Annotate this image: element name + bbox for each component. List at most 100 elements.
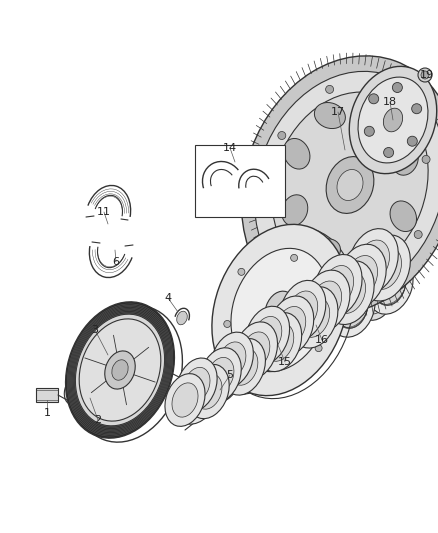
Ellipse shape — [233, 322, 278, 379]
Ellipse shape — [299, 297, 330, 337]
Ellipse shape — [291, 287, 338, 348]
Text: 1: 1 — [43, 408, 50, 418]
Circle shape — [291, 254, 298, 261]
Ellipse shape — [212, 224, 348, 395]
Ellipse shape — [367, 256, 413, 314]
Ellipse shape — [326, 157, 374, 213]
Ellipse shape — [357, 272, 395, 320]
Text: 3: 3 — [92, 325, 99, 335]
Ellipse shape — [232, 344, 264, 385]
Ellipse shape — [172, 366, 218, 424]
Ellipse shape — [195, 374, 222, 409]
Ellipse shape — [279, 280, 326, 341]
Ellipse shape — [277, 307, 323, 365]
Circle shape — [307, 266, 314, 274]
Ellipse shape — [230, 349, 258, 385]
Ellipse shape — [66, 302, 174, 438]
Ellipse shape — [357, 240, 389, 282]
Circle shape — [414, 230, 422, 238]
Circle shape — [315, 345, 322, 352]
Ellipse shape — [276, 306, 306, 345]
Ellipse shape — [75, 314, 165, 426]
Ellipse shape — [211, 332, 253, 388]
FancyBboxPatch shape — [36, 388, 58, 402]
Ellipse shape — [203, 354, 241, 402]
Ellipse shape — [288, 291, 318, 330]
Text: 18: 18 — [383, 97, 397, 107]
Ellipse shape — [360, 279, 389, 314]
Circle shape — [384, 148, 394, 157]
Ellipse shape — [222, 338, 265, 395]
Circle shape — [270, 207, 278, 215]
Ellipse shape — [179, 375, 211, 415]
Ellipse shape — [312, 304, 341, 340]
Ellipse shape — [173, 397, 191, 419]
Text: 4: 4 — [164, 293, 172, 303]
Text: 2: 2 — [95, 415, 102, 425]
Ellipse shape — [374, 264, 406, 305]
Ellipse shape — [184, 367, 210, 402]
Text: 6: 6 — [113, 257, 120, 267]
Circle shape — [421, 71, 429, 79]
Ellipse shape — [172, 383, 198, 417]
Ellipse shape — [105, 351, 135, 389]
Ellipse shape — [253, 317, 282, 354]
Ellipse shape — [70, 382, 81, 398]
Ellipse shape — [311, 281, 342, 321]
Text: 14: 14 — [223, 143, 237, 153]
Ellipse shape — [336, 288, 368, 328]
Ellipse shape — [337, 169, 363, 200]
Ellipse shape — [265, 291, 295, 329]
Circle shape — [364, 126, 374, 136]
Ellipse shape — [112, 360, 128, 380]
Circle shape — [262, 359, 269, 366]
Circle shape — [312, 294, 320, 302]
Ellipse shape — [346, 255, 378, 297]
Circle shape — [385, 95, 393, 103]
Circle shape — [238, 268, 245, 276]
Circle shape — [366, 277, 374, 285]
Ellipse shape — [256, 326, 294, 374]
Ellipse shape — [207, 358, 234, 393]
Circle shape — [412, 104, 422, 114]
Ellipse shape — [329, 279, 375, 337]
Circle shape — [278, 132, 286, 140]
Ellipse shape — [268, 296, 314, 356]
Ellipse shape — [322, 265, 353, 306]
Circle shape — [224, 320, 231, 327]
Ellipse shape — [245, 306, 290, 365]
Ellipse shape — [282, 195, 308, 226]
Text: 16: 16 — [315, 335, 329, 345]
Ellipse shape — [383, 108, 403, 132]
Ellipse shape — [390, 201, 417, 231]
Text: 15: 15 — [278, 357, 292, 367]
Ellipse shape — [272, 92, 428, 278]
Ellipse shape — [208, 361, 237, 397]
Ellipse shape — [302, 270, 350, 332]
Ellipse shape — [241, 332, 270, 369]
Ellipse shape — [284, 316, 316, 357]
Ellipse shape — [225, 336, 271, 394]
Ellipse shape — [349, 66, 437, 174]
Ellipse shape — [177, 358, 217, 411]
Circle shape — [392, 83, 403, 93]
Circle shape — [407, 136, 417, 146]
Ellipse shape — [79, 319, 161, 421]
Ellipse shape — [360, 105, 390, 131]
Ellipse shape — [170, 392, 194, 424]
Ellipse shape — [334, 272, 366, 313]
Circle shape — [329, 293, 336, 300]
Ellipse shape — [358, 77, 428, 163]
Ellipse shape — [188, 365, 229, 419]
Ellipse shape — [283, 139, 310, 169]
Ellipse shape — [64, 375, 86, 405]
Circle shape — [325, 85, 334, 93]
Ellipse shape — [261, 333, 290, 368]
Ellipse shape — [392, 144, 418, 175]
Text: 17: 17 — [331, 107, 345, 117]
Ellipse shape — [360, 235, 410, 301]
Ellipse shape — [199, 348, 241, 403]
Ellipse shape — [241, 56, 438, 314]
Text: 19: 19 — [420, 70, 434, 80]
Ellipse shape — [368, 247, 402, 289]
